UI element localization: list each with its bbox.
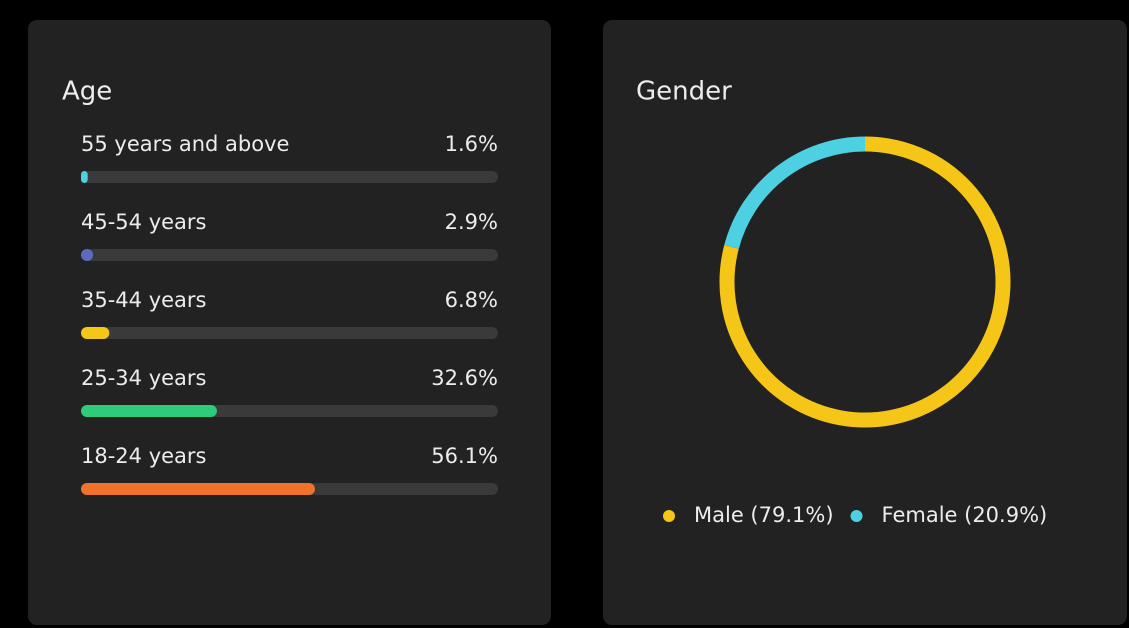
bar xyxy=(81,171,88,183)
category-label: 55 years and above xyxy=(81,132,289,156)
category-label: 35-44 years xyxy=(81,288,207,312)
bar xyxy=(81,405,217,417)
legend-dot xyxy=(850,510,863,522)
category-label: 45-54 years xyxy=(81,210,207,234)
gender-panel xyxy=(603,20,1127,625)
age-panel xyxy=(28,20,551,625)
value-label: 32.6% xyxy=(431,366,498,390)
bar-track xyxy=(81,327,498,339)
legend-label: Female (20.9%) xyxy=(882,503,1048,527)
age-title: Age xyxy=(62,77,112,107)
donut-segment xyxy=(719,136,1011,428)
value-label: 6.8% xyxy=(445,288,498,312)
legend-dot xyxy=(663,510,675,522)
donut-segment xyxy=(724,136,866,249)
category-label: 18-24 years xyxy=(81,444,207,468)
value-label: 1.6% xyxy=(445,132,498,156)
value-label: 56.1% xyxy=(431,444,498,468)
bar-track xyxy=(81,171,498,183)
bar-track xyxy=(81,249,498,261)
bar xyxy=(81,483,315,495)
bar xyxy=(81,249,94,261)
value-label: 2.9% xyxy=(445,210,498,234)
bar xyxy=(81,327,110,339)
gender-title: Gender xyxy=(636,77,732,107)
category-label: 25-34 years xyxy=(81,366,207,390)
legend-label: Male (79.1%) xyxy=(694,503,834,527)
